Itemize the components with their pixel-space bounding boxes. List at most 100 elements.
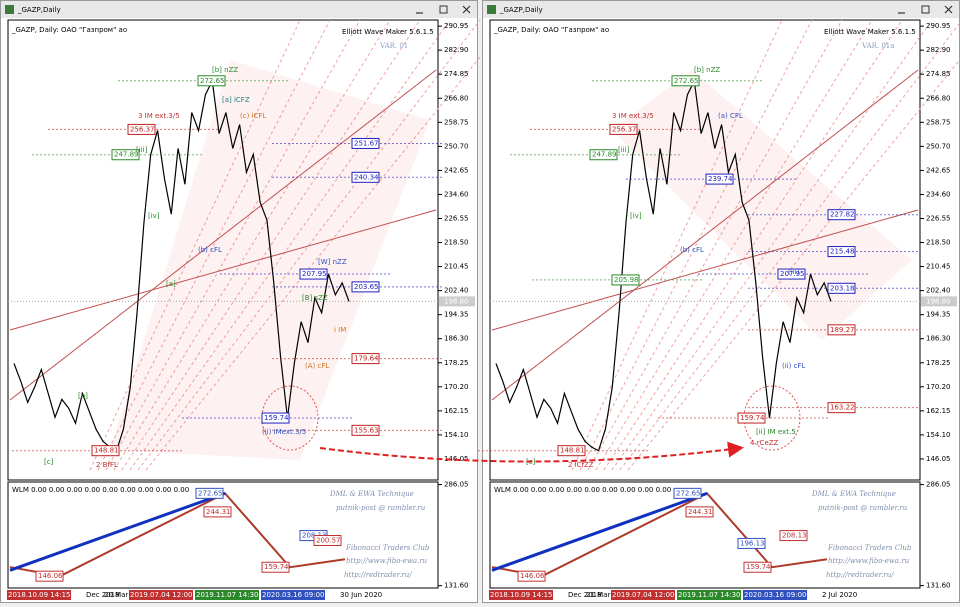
price-tick-label: 194.35: [926, 311, 951, 319]
indicator-tick-label: 131.60: [926, 582, 951, 590]
price-tag: 155.63: [354, 426, 379, 434]
date-box: [195, 590, 259, 600]
indicator-tag: 159.74: [746, 563, 771, 571]
close-button[interactable]: [944, 5, 953, 14]
price-tag: 203.65: [354, 283, 379, 291]
wave-label: [W] nZZ: [318, 258, 347, 266]
price-tag: 272.65: [200, 77, 225, 85]
price-tag-box: [299, 268, 328, 280]
wave-label: [b]: [78, 392, 88, 400]
price-tag-box: [197, 75, 226, 87]
date-label: 2019.11.07 14:30: [678, 591, 740, 599]
window-icon: [5, 5, 14, 14]
credit-text: putnik-post @ rambler.ru: [336, 504, 426, 512]
price-tick-label: 226.55: [444, 214, 469, 222]
credit-text: Fibonacci Traders Club: [827, 544, 912, 552]
price-tick-label: 186.30: [444, 335, 469, 343]
link-arrow: [319, 441, 744, 463]
price-tag: 272.65: [674, 77, 699, 85]
price-tag-box: [589, 149, 618, 161]
indicator-header: WLM 0.00 0.00 0.00 0.00 0.00 0.00 0.00 0…: [494, 486, 671, 494]
wave-label: [b] nZZ: [212, 66, 238, 74]
wave-label: 3 IM ext.3/5: [612, 112, 654, 120]
price-tick-label: 266.80: [926, 94, 951, 102]
wave-label: 2 BfFL: [96, 461, 118, 469]
price-tag-box: [827, 209, 856, 221]
trend-line: [9, 491, 226, 572]
price-tag-box: [557, 445, 586, 457]
channel-line: [571, 19, 783, 471]
indicator-tag-box: [203, 506, 232, 518]
price-tick-label: 266.80: [444, 94, 469, 102]
price-tick-label: 162.15: [926, 407, 951, 415]
indicator-tag-box: [673, 487, 702, 499]
price-tick-label: 242.65: [444, 166, 469, 174]
date-box: [677, 590, 741, 600]
date-label: 20 Mar 2: [104, 591, 135, 599]
wave-label: (iii): [788, 268, 800, 276]
price-tick-label: 170.20: [444, 383, 469, 391]
price-tag: 256.37: [130, 125, 155, 133]
channel-line: [9, 209, 437, 331]
price-tag: 240.34: [354, 173, 379, 181]
price-tick-label: 274.85: [926, 70, 951, 78]
wave-label: [iv]: [148, 212, 160, 220]
date-box: [611, 590, 675, 600]
price-tag: 247.89: [592, 151, 617, 159]
price-tick-label: 210.45: [926, 263, 951, 271]
wave-label: 2 iCfZZ: [568, 461, 594, 469]
maximize-button[interactable]: [921, 5, 930, 14]
price-tag: 163.22: [830, 404, 855, 412]
price-tag: 179.64: [354, 355, 379, 363]
price-tick-label: 290.95: [926, 22, 951, 30]
price-tag-box: [111, 149, 140, 161]
indicator-tag: 244.31: [206, 508, 231, 516]
indicator-tag-box: [743, 561, 772, 573]
channel-line: [627, 58, 960, 471]
maximize-button[interactable]: [439, 5, 448, 14]
price-tick-label: 202.40: [926, 287, 951, 295]
price-tag-box: [705, 173, 734, 185]
price-tick-label: 250.70: [926, 142, 951, 150]
credit-text: putnik-post @ rambler.ru: [818, 504, 908, 512]
indicator-tag: 244.31: [688, 508, 713, 516]
date-label: 2019.11.07 14:30: [196, 591, 258, 599]
wave-label: [ii] IM ext.5: [756, 428, 796, 436]
channel-line: [129, 19, 451, 471]
date-label: 2020.03.16 09:00: [744, 591, 806, 599]
indicator-tag: 272.65: [676, 489, 701, 497]
indicator-tag: 159.74: [264, 563, 289, 571]
credit-text: http://www.fibo-ewa.ru: [828, 557, 910, 565]
wave-label: i IM: [334, 326, 346, 334]
channel-line: [595, 19, 873, 471]
indicator-tag: 196.13: [740, 539, 765, 547]
indicator-tag-box: [313, 535, 342, 547]
date-label: 30 Jun 2020: [340, 591, 382, 599]
price-tick-label: 194.35: [444, 311, 469, 319]
price-tick-label: 282.90: [926, 46, 951, 54]
indicator-tag: 208.13: [782, 532, 807, 540]
current-price-box: [921, 296, 957, 307]
date-label: 2020.03.16 09:00: [262, 591, 324, 599]
indicator-tick-label: 286.05: [926, 481, 951, 489]
price-tag-box: [737, 412, 766, 424]
price-tick-label: 162.15: [444, 407, 469, 415]
price-line: [13, 78, 350, 452]
price-tag-box: [351, 353, 380, 365]
indicator-tag-box: [779, 530, 808, 542]
variant-label: VAR. 01: [379, 42, 408, 50]
indicator-tag: 146.06: [38, 572, 63, 580]
price-tag-box: [351, 424, 380, 436]
tool-name: Elliott Wave Maker 5.6.1.5: [824, 28, 916, 36]
wave-label: (ii) cFL: [782, 362, 805, 370]
indicator-area: [489, 481, 921, 589]
price-tag-box: [611, 274, 640, 286]
close-button[interactable]: [462, 5, 471, 14]
window-icon: [487, 5, 496, 14]
wave-label: [iii]: [136, 146, 148, 154]
price-tag: 148.81: [94, 447, 119, 455]
price-tick-label: 258.75: [926, 118, 951, 126]
price-tick-label: 218.50: [444, 239, 469, 247]
price-tag: 205.98: [614, 276, 639, 284]
price-tick-label: 234.60: [926, 190, 951, 198]
